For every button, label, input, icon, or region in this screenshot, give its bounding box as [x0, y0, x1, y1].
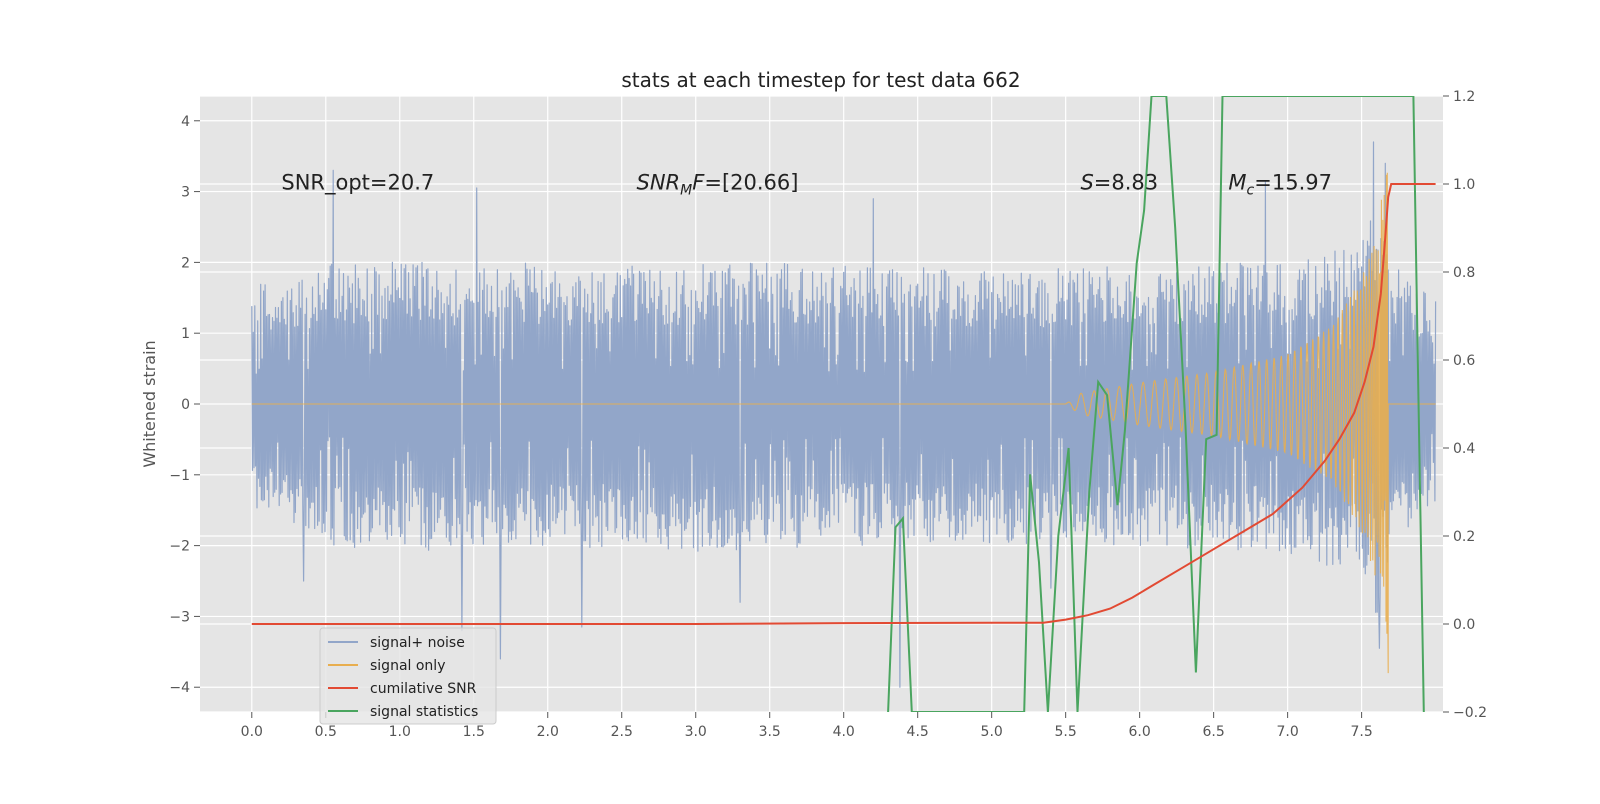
x-tick-label: 2.5 — [611, 724, 633, 740]
legend-box — [319, 627, 497, 725]
y-tick-label: −1 — [169, 468, 190, 484]
signal-only-line — [251, 172, 1436, 674]
cumulative-snr-series — [251, 183, 1436, 625]
x-tick-label: 5.5 — [1055, 724, 1077, 740]
y2-tick-label: 0.4 — [1453, 441, 1475, 457]
y2-tick-label: −0.2 — [1453, 705, 1487, 721]
x-tick-label: 1.0 — [389, 724, 411, 740]
signal-statistics-series — [887, 96, 1425, 712]
x-tick-label: 5.0 — [981, 724, 1003, 740]
y-axis-right: 1.2 1.0 0.8 0.6 0.4 0.2 0.0 −0.2 — [1443, 89, 1487, 721]
cumulative-snr-line — [251, 183, 1436, 625]
x-tick-label: 0.5 — [315, 724, 337, 740]
legend-label: signal statistics — [370, 704, 478, 720]
y-tick-label: −4 — [169, 680, 190, 696]
signal-statistics-line — [887, 96, 1425, 712]
y-tick-label: 3 — [181, 185, 190, 201]
x-tick-label: 7.0 — [1276, 724, 1298, 740]
x-tick-label: 3.0 — [685, 724, 707, 740]
x-tick-label: 6.0 — [1129, 724, 1151, 740]
x-tick-label: 7.5 — [1350, 724, 1372, 740]
y-tick-label: 4 — [181, 114, 190, 130]
x-tick-label: 0.0 — [241, 724, 263, 740]
y2-tick-label: 0.0 — [1453, 617, 1475, 633]
annotations: SNR_opt=20.7 SNRMF=[20.66] S=8.83 Mc=15.97 — [281, 171, 1332, 199]
y-tick-label: 0 — [181, 397, 190, 413]
y-axis-label: Whitened strain — [140, 340, 159, 467]
x-tick-label: 4.5 — [907, 724, 929, 740]
y2-tick-label: 0.6 — [1453, 353, 1475, 369]
plot-layer — [251, 96, 1437, 712]
legend-label: cumilative SNR — [370, 681, 477, 697]
y-axis-left: 4 3 2 1 0 −1 −2 −3 −4 — [169, 114, 200, 696]
y2-tick-label: 0.8 — [1453, 265, 1475, 281]
y-tick-label: −2 — [169, 539, 190, 555]
y2-tick-label: 0.2 — [1453, 529, 1475, 545]
x-tick-label: 3.5 — [759, 724, 781, 740]
annotation: Mc=15.97 — [1228, 171, 1332, 199]
y-tick-label: 1 — [181, 326, 190, 342]
chart-title: stats at each timestep for test data 662 — [621, 68, 1020, 92]
legend-label: signal+ noise — [370, 635, 465, 651]
annotation: SNRMF=[20.66] — [637, 171, 799, 199]
y2-tick-label: 1.2 — [1453, 89, 1475, 105]
annotation: SNR_opt=20.7 — [281, 171, 434, 196]
signal-noise-series — [251, 141, 1437, 688]
signal-only-series — [251, 172, 1436, 674]
x-tick-label: 1.5 — [463, 724, 485, 740]
y2-tick-label: 1.0 — [1453, 177, 1475, 193]
y-tick-label: −3 — [169, 609, 190, 625]
x-tick-label: 2.0 — [537, 724, 559, 740]
annotation: S=8.83 — [1080, 171, 1158, 195]
legend-label: signal only — [370, 658, 445, 674]
y-tick-label: 2 — [181, 255, 190, 271]
x-tick-label: 6.5 — [1203, 724, 1225, 740]
x-axis: 0.0 0.5 1.0 1.5 2.0 2.5 3.0 3.5 4.0 4.5 5.0 5.5 6.0 6… — [241, 712, 1373, 740]
legend: signal+ noise signal only cumilative SNR si… — [319, 627, 497, 725]
x-tick-label: 4.0 — [833, 724, 855, 740]
signal-noise-line — [251, 141, 1437, 688]
